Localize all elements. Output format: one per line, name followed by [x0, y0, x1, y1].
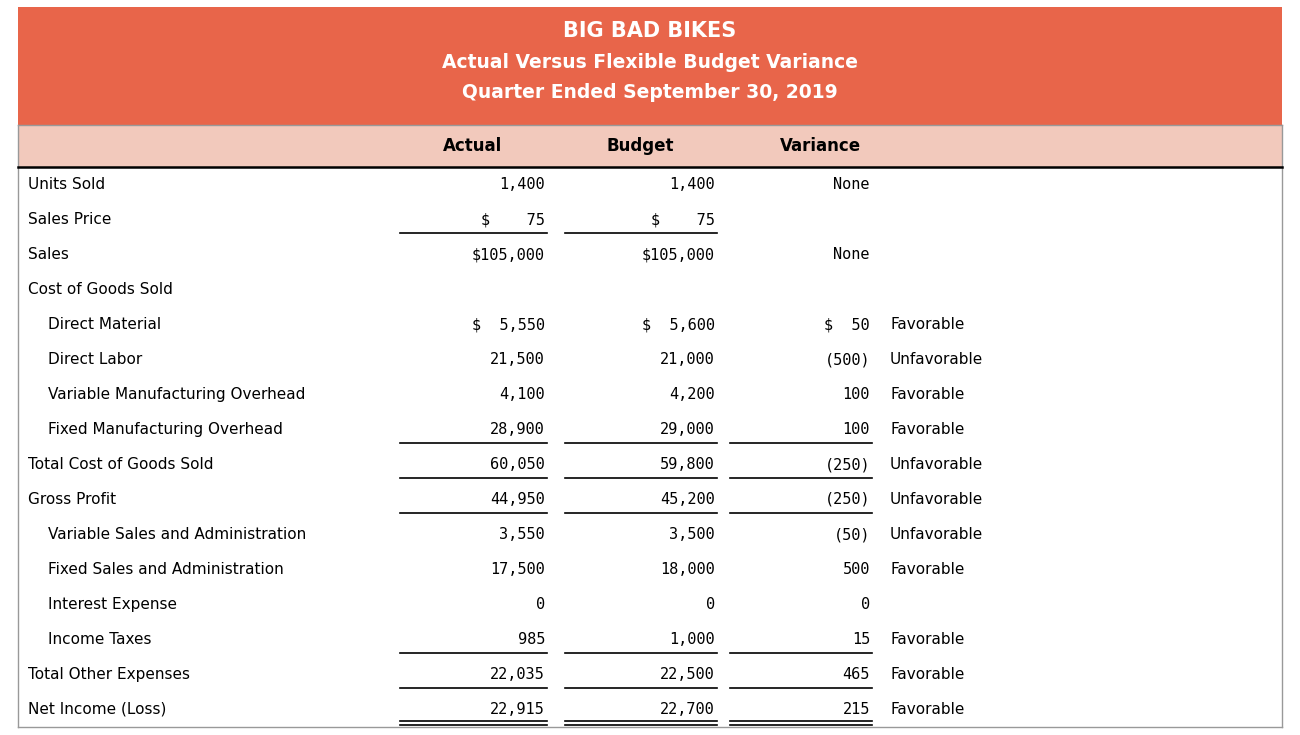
Text: 22,915: 22,915 — [490, 702, 545, 717]
Text: 1,400: 1,400 — [670, 177, 715, 192]
Bar — [18, 692, 1282, 727]
Text: Direct Labor: Direct Labor — [48, 352, 142, 367]
Bar — [18, 657, 1282, 692]
Text: 15: 15 — [852, 632, 870, 647]
Text: (250): (250) — [824, 492, 870, 507]
Text: Unfavorable: Unfavorable — [891, 457, 983, 472]
Text: Total Cost of Goods Sold: Total Cost of Goods Sold — [29, 457, 213, 472]
Text: Total Other Expenses: Total Other Expenses — [29, 667, 190, 682]
Bar — [18, 482, 1282, 517]
Text: 985: 985 — [517, 632, 545, 647]
Text: $105,000: $105,000 — [472, 247, 545, 262]
Bar — [18, 377, 1282, 412]
Text: $  5,550: $ 5,550 — [472, 317, 545, 332]
Text: 465: 465 — [842, 667, 870, 682]
Text: Favorable: Favorable — [891, 387, 965, 402]
Bar — [18, 7, 1282, 125]
Text: 45,200: 45,200 — [660, 492, 715, 507]
Bar — [18, 552, 1282, 587]
Text: $    75: $ 75 — [651, 212, 715, 227]
Text: Cost of Goods Sold: Cost of Goods Sold — [29, 282, 173, 297]
Bar — [18, 307, 1282, 342]
Bar — [18, 272, 1282, 307]
Text: $  50: $ 50 — [824, 317, 870, 332]
Text: Fixed Manufacturing Overhead: Fixed Manufacturing Overhead — [48, 422, 283, 437]
Text: BIG BAD BIKES: BIG BAD BIKES — [563, 21, 737, 41]
Text: Interest Expense: Interest Expense — [48, 597, 177, 612]
Text: 17,500: 17,500 — [490, 562, 545, 577]
Text: Sales: Sales — [29, 247, 69, 262]
Text: (500): (500) — [824, 352, 870, 367]
Bar — [18, 167, 1282, 202]
Text: Net Income (Loss): Net Income (Loss) — [29, 702, 166, 717]
Text: Units Sold: Units Sold — [29, 177, 105, 192]
Text: 4,100: 4,100 — [499, 387, 545, 402]
Text: Budget: Budget — [606, 137, 673, 155]
Text: Fixed Sales and Administration: Fixed Sales and Administration — [48, 562, 283, 577]
Text: 100: 100 — [842, 387, 870, 402]
Text: 59,800: 59,800 — [660, 457, 715, 472]
Text: Direct Material: Direct Material — [48, 317, 161, 332]
Text: Favorable: Favorable — [891, 422, 965, 437]
Bar — [18, 237, 1282, 272]
Text: 60,050: 60,050 — [490, 457, 545, 472]
Text: 0: 0 — [861, 597, 870, 612]
Text: 29,000: 29,000 — [660, 422, 715, 437]
Text: Quarter Ended September 30, 2019: Quarter Ended September 30, 2019 — [462, 83, 838, 102]
Bar — [18, 587, 1282, 622]
Text: 3,500: 3,500 — [670, 527, 715, 542]
Bar — [18, 622, 1282, 657]
Text: Favorable: Favorable — [891, 702, 965, 717]
Text: Favorable: Favorable — [891, 562, 965, 577]
Bar — [18, 517, 1282, 552]
Text: 22,500: 22,500 — [660, 667, 715, 682]
Text: $105,000: $105,000 — [642, 247, 715, 262]
Text: Favorable: Favorable — [891, 667, 965, 682]
Text: 44,950: 44,950 — [490, 492, 545, 507]
Text: 1,000: 1,000 — [670, 632, 715, 647]
Text: 215: 215 — [842, 702, 870, 717]
Text: 1,400: 1,400 — [499, 177, 545, 192]
Text: Unfavorable: Unfavorable — [891, 492, 983, 507]
Text: 100: 100 — [842, 422, 870, 437]
Bar — [18, 342, 1282, 377]
Bar — [18, 412, 1282, 447]
Text: Actual: Actual — [443, 137, 502, 155]
Text: Income Taxes: Income Taxes — [48, 632, 152, 647]
Text: Unfavorable: Unfavorable — [891, 352, 983, 367]
Text: None: None — [833, 247, 870, 262]
Text: 3,550: 3,550 — [499, 527, 545, 542]
Bar — [18, 125, 1282, 167]
Text: Unfavorable: Unfavorable — [891, 527, 983, 542]
Text: Actual Versus Flexible Budget Variance: Actual Versus Flexible Budget Variance — [442, 53, 858, 72]
Text: Favorable: Favorable — [891, 317, 965, 332]
Text: 22,035: 22,035 — [490, 667, 545, 682]
Text: Sales Price: Sales Price — [29, 212, 112, 227]
Text: $  5,600: $ 5,600 — [642, 317, 715, 332]
Bar — [18, 202, 1282, 237]
Text: 0: 0 — [536, 597, 545, 612]
Text: Favorable: Favorable — [891, 632, 965, 647]
Bar — [18, 447, 1282, 482]
Text: 18,000: 18,000 — [660, 562, 715, 577]
Text: (250): (250) — [824, 457, 870, 472]
Text: $    75: $ 75 — [481, 212, 545, 227]
Text: 0: 0 — [706, 597, 715, 612]
Text: None: None — [833, 177, 870, 192]
Text: Variable Sales and Administration: Variable Sales and Administration — [48, 527, 307, 542]
Text: 22,700: 22,700 — [660, 702, 715, 717]
Text: 4,200: 4,200 — [670, 387, 715, 402]
Text: 28,900: 28,900 — [490, 422, 545, 437]
Text: Variable Manufacturing Overhead: Variable Manufacturing Overhead — [48, 387, 306, 402]
Text: (50): (50) — [833, 527, 870, 542]
Text: 500: 500 — [842, 562, 870, 577]
Text: Variance: Variance — [780, 137, 861, 155]
Text: 21,000: 21,000 — [660, 352, 715, 367]
Text: Gross Profit: Gross Profit — [29, 492, 116, 507]
Text: 21,500: 21,500 — [490, 352, 545, 367]
